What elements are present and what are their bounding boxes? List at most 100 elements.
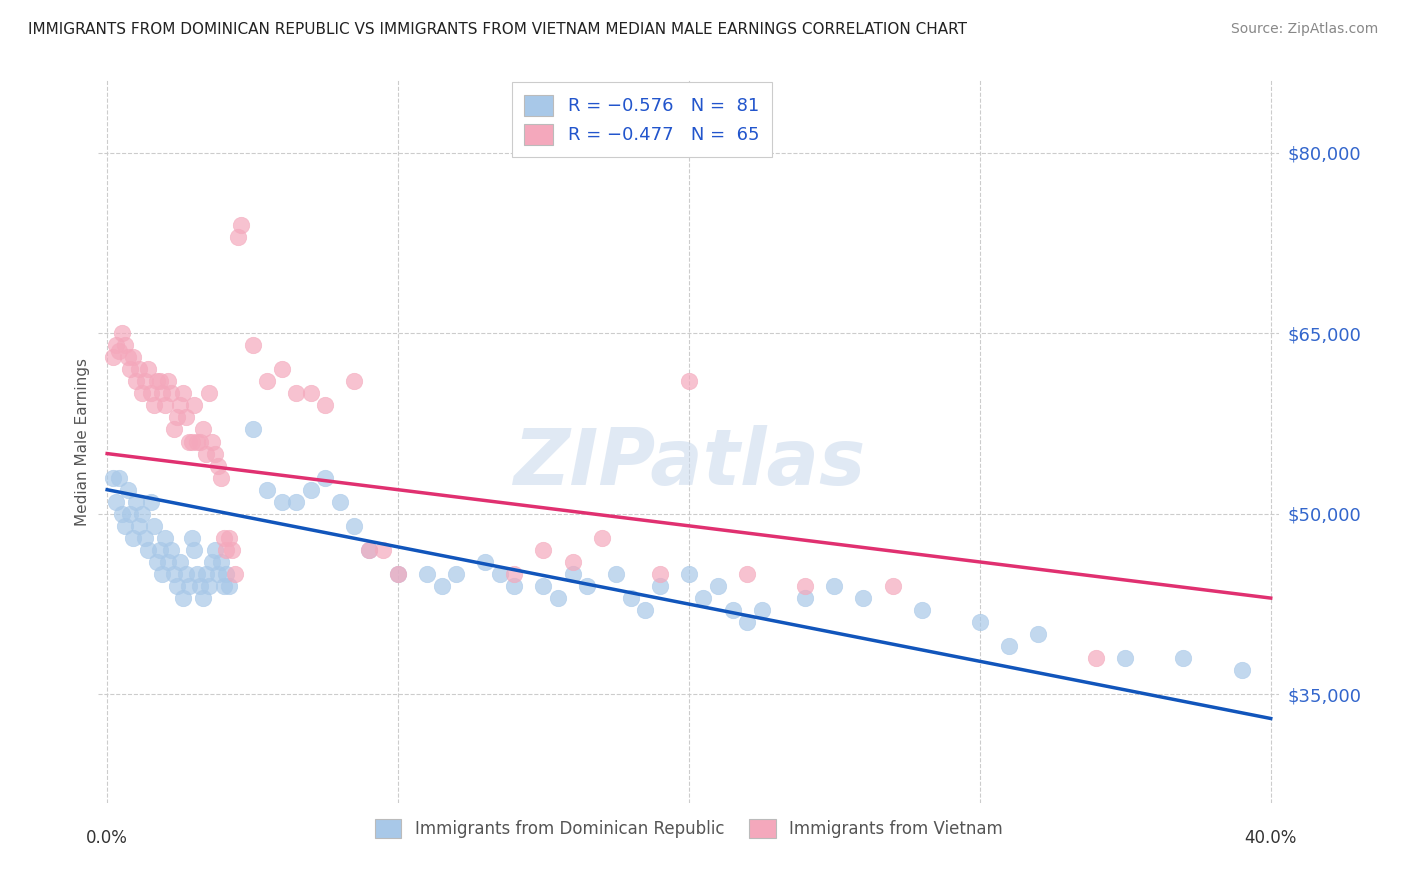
Point [882,579,904,593]
Point [209,470,232,484]
Point [1114,651,1136,665]
Point [212,531,235,545]
Point [357,542,380,557]
Point [174,567,197,582]
Point [122,350,145,364]
Point [155,398,177,412]
Point [314,398,336,412]
Point [180,434,202,449]
Point [285,386,308,401]
Point [177,579,200,593]
Point [751,603,773,617]
Point [678,567,700,582]
Point [357,542,380,557]
Point [166,410,188,425]
Point [145,374,167,388]
Point [503,579,526,593]
Point [430,579,453,593]
Point [648,579,671,593]
Point [489,567,512,582]
Point [605,567,627,582]
Point [148,542,170,557]
Point [186,434,208,449]
Point [122,531,145,545]
Text: 40.0%: 40.0% [1244,830,1296,847]
Point [186,567,208,582]
Point [329,494,352,508]
Point [218,531,240,545]
Point [125,494,148,508]
Point [270,494,292,508]
Point [131,507,153,521]
Point [620,591,643,605]
Point [648,567,671,582]
Point [242,338,264,352]
Point [172,591,194,605]
Point [561,567,583,582]
Point [180,531,202,545]
Point [139,494,162,508]
Point [221,542,243,557]
Point [145,555,167,569]
Point [107,470,129,484]
Point [128,362,150,376]
Point [152,386,174,401]
Point [998,639,1021,653]
Point [111,507,134,521]
Point [131,386,153,401]
Point [201,555,224,569]
Point [474,555,496,569]
Point [533,542,555,557]
Point [163,567,186,582]
Point [207,567,229,582]
Point [314,470,336,484]
Point [188,579,211,593]
Point [852,591,875,605]
Point [204,542,226,557]
Point [188,434,211,449]
Point [707,579,730,593]
Point [142,398,165,412]
Point [120,362,142,376]
Point [416,567,439,582]
Text: 0.0%: 0.0% [86,830,128,847]
Point [823,579,845,593]
Point [678,374,700,388]
Point [198,386,221,401]
Text: IMMIGRANTS FROM DOMINICAN REPUBLIC VS IMMIGRANTS FROM VIETNAM MEDIAN MALE EARNIN: IMMIGRANTS FROM DOMINICAN REPUBLIC VS IM… [28,22,967,37]
Point [183,398,205,412]
Point [207,458,229,473]
Point [104,338,127,352]
Point [198,579,221,593]
Point [735,567,758,582]
Point [191,591,214,605]
Point [142,518,165,533]
Point [114,518,136,533]
Y-axis label: Median Male Earnings: Median Male Earnings [75,358,90,525]
Point [120,507,142,521]
Point [125,374,148,388]
Point [444,567,467,582]
Point [373,542,395,557]
Point [692,591,714,605]
Point [204,446,226,460]
Point [721,603,744,617]
Point [177,434,200,449]
Point [576,579,599,593]
Point [111,326,134,340]
Point [148,374,170,388]
Point [299,386,322,401]
Point [547,591,569,605]
Point [1085,651,1108,665]
Point [794,591,817,605]
Point [195,446,218,460]
Point [215,567,238,582]
Point [174,410,197,425]
Point [224,567,246,582]
Point [343,374,366,388]
Point [533,579,555,593]
Point [134,374,156,388]
Point [169,555,191,569]
Point [117,483,139,497]
Point [242,422,264,436]
